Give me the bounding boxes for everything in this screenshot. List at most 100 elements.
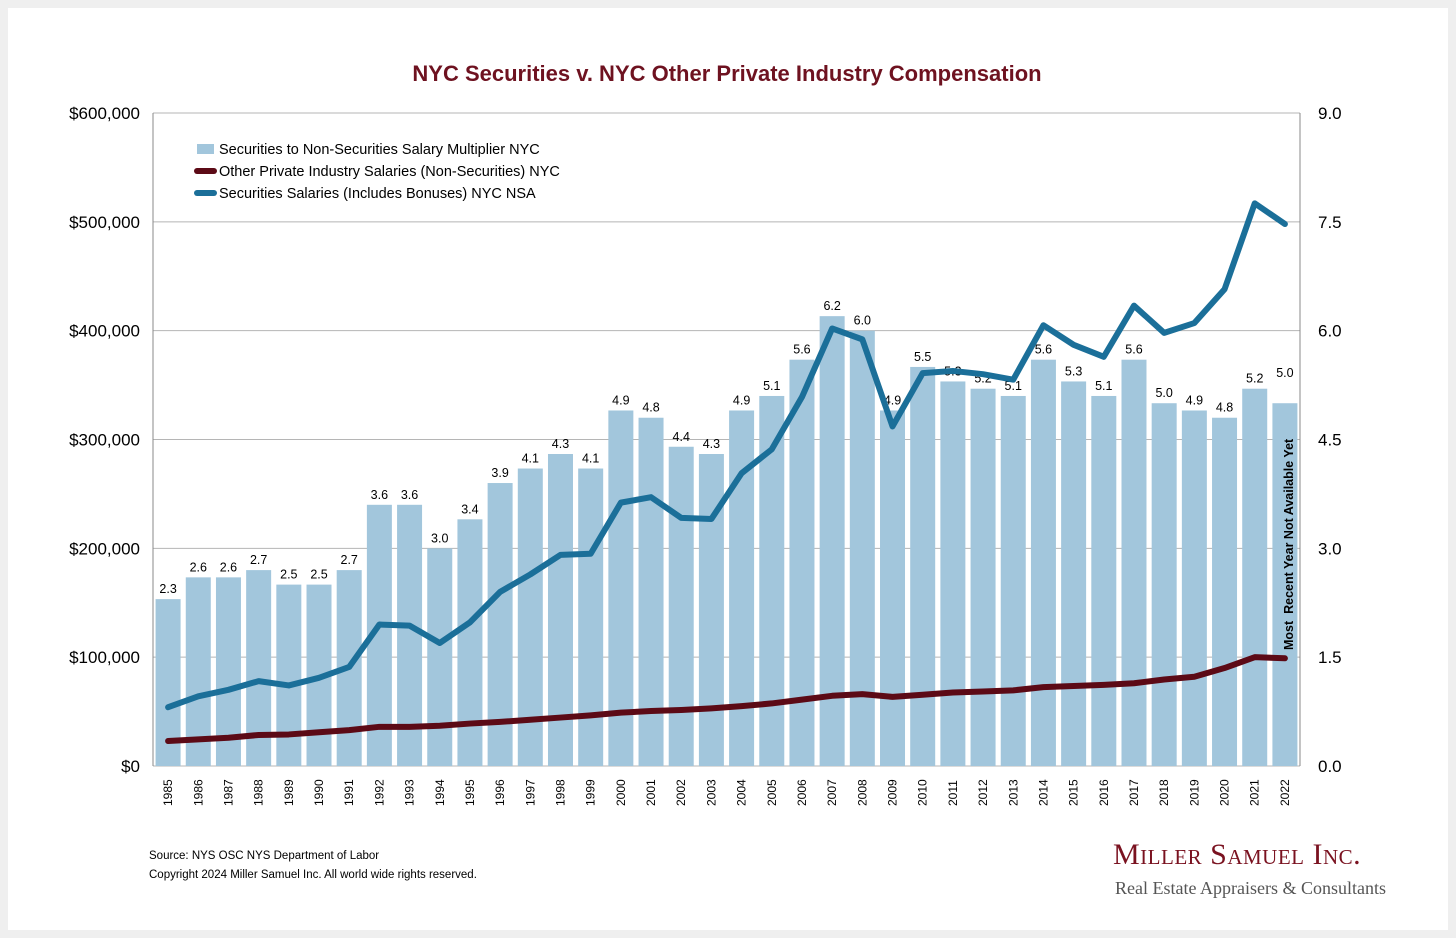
- bar-data-label: 6.2: [823, 299, 840, 313]
- x-tick-label: 2017: [1127, 779, 1141, 806]
- bar: [819, 316, 845, 766]
- x-tick-label: 2022: [1278, 779, 1292, 806]
- bar: [276, 584, 302, 766]
- x-tick-label: 1992: [372, 779, 386, 806]
- x-tick-label: 1993: [403, 779, 417, 806]
- legend-swatch: [197, 144, 214, 154]
- bar-data-label: 5.2: [1246, 372, 1263, 386]
- x-tick-label: 2009: [886, 779, 900, 806]
- x-tick-label: 1997: [523, 779, 537, 806]
- bar: [1121, 359, 1147, 766]
- right-axis-tick-label: 0.0: [1318, 757, 1342, 776]
- bar-data-label: 5.5: [914, 350, 931, 364]
- bar-data-label: 5.1: [763, 379, 780, 393]
- bar-data-label: 3.6: [371, 488, 388, 502]
- bar-data-label: 4.3: [703, 437, 720, 451]
- left-axis-tick-label: $300,000: [69, 431, 140, 450]
- x-tick-label: 2021: [1248, 779, 1262, 806]
- x-tick-label: 1986: [191, 779, 205, 806]
- logo-tagline: Real Estate Appraisers & Consultants: [1115, 878, 1386, 898]
- x-tick-label: 1991: [342, 779, 356, 806]
- left-axis-tick-label: $600,000: [69, 104, 140, 123]
- bar: [185, 577, 211, 766]
- x-tick-label: 2008: [855, 779, 869, 806]
- x-tick-label: 2018: [1157, 779, 1171, 806]
- x-tick-label: 1988: [252, 779, 266, 806]
- bar: [1242, 388, 1268, 766]
- bar: [1091, 395, 1117, 766]
- left-axis-tick-label: $100,000: [69, 648, 140, 667]
- bar: [427, 548, 453, 766]
- legend-label: Securities Salaries (Includes Bonuses) N…: [219, 186, 536, 202]
- right-axis-tick-label: 6.0: [1318, 322, 1342, 341]
- bar: [1181, 410, 1207, 766]
- copyright-note: Copyright 2024 Miller Samuel Inc. All wo…: [149, 869, 477, 881]
- bar-data-label: 5.1: [1095, 379, 1112, 393]
- left-axis-tick-label: $0: [121, 757, 140, 776]
- logo-name: Miller Samuel Inc.: [1113, 838, 1362, 871]
- x-tick-label: 1990: [312, 779, 326, 806]
- bar-data-label: 2.6: [190, 560, 207, 574]
- bar-data-label: 5.0: [1155, 386, 1172, 400]
- bar: [970, 388, 996, 766]
- bar-data-label: 5.0: [1276, 366, 1293, 380]
- left-axis-tick-label: $200,000: [69, 539, 140, 558]
- bar-data-label: 5.3: [1065, 364, 1082, 378]
- bar-data-label: 2.5: [280, 568, 297, 582]
- bar-data-label: 4.4: [673, 430, 690, 444]
- bar-data-label: 2.6: [220, 560, 237, 574]
- x-tick-label: 1987: [221, 779, 235, 806]
- bar: [1212, 417, 1238, 766]
- bar-data-label: 2.7: [341, 553, 358, 567]
- bar-data-label: 3.9: [491, 466, 508, 480]
- bar: [849, 330, 875, 766]
- bar-data-label: 3.4: [461, 502, 478, 516]
- x-tick-label: 2004: [735, 779, 749, 806]
- bar: [608, 410, 634, 766]
- x-tick-label: 1989: [282, 779, 296, 806]
- bar-data-label: 4.8: [642, 401, 659, 415]
- x-tick-label: 1999: [584, 779, 598, 806]
- chart-title: NYC Securities v. NYC Other Private Indu…: [412, 61, 1041, 86]
- x-tick-label: 2012: [976, 779, 990, 806]
- right-axis-tick-label: 3.0: [1318, 539, 1342, 558]
- bar: [578, 468, 604, 766]
- x-tick-label: 2005: [765, 779, 779, 806]
- bar: [1061, 381, 1087, 766]
- bar: [668, 446, 694, 766]
- bar: [397, 504, 423, 766]
- bar: [457, 519, 483, 766]
- x-tick-label: 2015: [1067, 779, 1081, 806]
- bar-data-label: 4.8: [1216, 401, 1233, 415]
- bar: [789, 359, 815, 766]
- legend-label: Securities to Non-Securities Salary Mult…: [219, 142, 540, 158]
- x-tick-label: 1994: [433, 779, 447, 806]
- bar-data-label: 4.9: [612, 393, 629, 407]
- x-tick-label: 2000: [614, 779, 628, 806]
- x-tick-label: 2003: [704, 779, 718, 806]
- bar-data-label: 5.6: [793, 343, 810, 357]
- bar-data-label: 3.0: [431, 531, 448, 545]
- x-tick-label: 2010: [916, 779, 930, 806]
- bar-data-label: 4.1: [582, 452, 599, 466]
- right-axis-tick-label: 9.0: [1318, 104, 1342, 123]
- bar: [1000, 395, 1026, 766]
- x-tick-label: 2011: [946, 780, 960, 806]
- legend-label: Other Private Industry Salaries (Non-Sec…: [219, 164, 560, 180]
- bar-data-label: 6.0: [854, 314, 871, 328]
- bar-data-label: 2.7: [250, 553, 267, 567]
- bar: [880, 410, 906, 766]
- bar-data-label: 5.1: [1005, 379, 1022, 393]
- x-tick-label: 2006: [795, 779, 809, 806]
- bar-data-label: 4.9: [884, 393, 901, 407]
- bar: [1151, 403, 1177, 766]
- x-tick-label: 2001: [644, 779, 658, 806]
- source-note: Source: NYS OSC NYS Department of Labor: [149, 850, 380, 862]
- bar-data-label: 4.1: [522, 452, 539, 466]
- bar: [940, 381, 966, 766]
- bar-data-label: 4.3: [552, 437, 569, 451]
- bar-data-label: 5.6: [1125, 343, 1142, 357]
- chart-card: [8, 8, 1448, 930]
- x-tick-label: 2019: [1187, 779, 1201, 806]
